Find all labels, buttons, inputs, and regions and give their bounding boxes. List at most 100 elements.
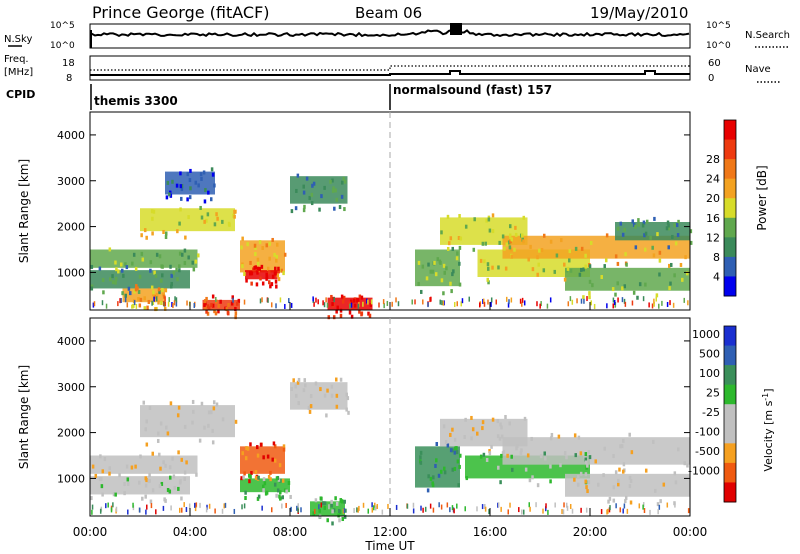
velocity-ground-cell — [571, 508, 574, 514]
power-speckle-cell — [203, 299, 207, 304]
power-speckle-cell — [233, 214, 236, 219]
power-speckle-cell — [649, 235, 652, 240]
power-speckle-cell — [143, 228, 147, 233]
power-speckle-cell — [578, 272, 582, 277]
power-speckle-cell — [194, 259, 198, 264]
power-speckle-cell — [638, 282, 642, 287]
velocity-speckle-cell — [504, 414, 507, 419]
velocity-ground-cell — [343, 508, 346, 514]
velocity-speckle-cell — [281, 495, 284, 500]
velocity-ground-cell — [657, 509, 659, 515]
power-speckle-cell — [161, 287, 164, 292]
freq-tick-bottom: 8 — [66, 73, 72, 84]
power-speckle-cell — [270, 282, 274, 287]
power-speckle-cell — [241, 236, 244, 241]
power-speckle-cell — [479, 258, 483, 263]
power-speckle-cell — [178, 221, 181, 226]
velocity-speckle-cell — [523, 416, 527, 421]
velocity-speckle-cell — [321, 501, 325, 506]
velocity-colorbar-swatch — [724, 482, 736, 503]
power-ground-cell — [549, 297, 552, 303]
power-ground-cell — [350, 302, 353, 308]
power-speckle-cell — [233, 209, 236, 214]
velocity-speckle-cell — [622, 469, 625, 474]
power-speckle-cell — [334, 188, 337, 193]
velocity-speckle-cell — [326, 388, 329, 393]
velocity-ground-cell — [170, 505, 172, 511]
power-speckle-cell — [275, 242, 279, 247]
power-speckle-cell — [170, 284, 173, 289]
velocity-speckle-cell — [628, 475, 632, 480]
velocity-speckle-cell — [262, 455, 265, 460]
velocity-speckle-cell — [156, 438, 160, 443]
x-axis-label: Time UT — [364, 539, 415, 553]
velocity-ground-cell — [606, 509, 608, 515]
nsky-spike — [450, 23, 462, 35]
velocity-ground-cell — [456, 503, 458, 509]
power-speckle-cell — [131, 261, 134, 266]
velocity-ground-cell — [451, 505, 454, 511]
velocity-speckle-cell — [134, 464, 137, 469]
power-speckle-cell — [129, 291, 132, 296]
power-speckle-cell — [203, 219, 206, 224]
velocity-speckle-cell — [515, 446, 518, 451]
velocity-speckle-cell — [463, 435, 466, 440]
velocity-speckle-cell — [674, 480, 678, 485]
power-speckle-cell — [487, 280, 490, 285]
velocity-speckle-cell — [177, 405, 181, 410]
velocity-speckle-cell — [573, 433, 577, 438]
velocity-speckle-cell — [297, 377, 301, 382]
power-speckle-cell — [138, 303, 142, 308]
nsky-trace — [91, 28, 690, 38]
power-speckle-cell — [241, 264, 244, 269]
power-ground-cell — [267, 297, 269, 303]
power-ground-cell — [349, 303, 351, 309]
power-speckle-cell — [152, 209, 156, 214]
velocity-ground-cell — [623, 503, 626, 509]
power-speckle-cell — [655, 293, 659, 298]
velocity-ground-cell — [290, 506, 292, 512]
velocity-speckle-cell — [435, 458, 438, 463]
power-ground-cell — [92, 302, 95, 308]
velocity-ground-cell — [374, 502, 376, 508]
power-speckle-cell — [501, 234, 505, 239]
power-speckle-cell — [171, 179, 174, 184]
velocity-speckle-cell — [481, 420, 485, 425]
velocity-speckle-cell — [442, 424, 446, 429]
power-speckle-cell — [333, 206, 336, 211]
velocity-speckle-cell — [282, 444, 286, 449]
power-speckle-cell — [211, 294, 215, 299]
velocity-speckle-cell — [241, 451, 244, 456]
velocity-speckle-cell — [617, 482, 620, 487]
velocity-ground-cell — [208, 503, 211, 509]
velocity-speckle-cell — [443, 466, 446, 471]
velocity-speckle-cell — [323, 505, 327, 510]
velocity-speckle-cell — [292, 378, 295, 383]
velocity-ground-cell — [179, 507, 181, 513]
power-speckle-cell — [151, 216, 154, 221]
power-speckle-cell — [178, 268, 181, 273]
power-ground-cell — [624, 301, 627, 307]
power-colorbar-tick: 4 — [713, 270, 720, 283]
velocity-speckle-cell — [256, 445, 259, 450]
velocity-speckle-cell — [267, 474, 271, 479]
power-colorbar-swatch — [724, 159, 736, 180]
velocity-band — [90, 476, 190, 495]
velocity-colorbar-tick: 25 — [706, 386, 720, 399]
power-speckle-cell — [200, 215, 204, 220]
power-ground-cell — [279, 297, 282, 303]
velocity-band — [140, 405, 235, 438]
velocity-ground-cell — [358, 505, 360, 511]
velocity-speckle-cell — [335, 393, 339, 398]
power-ytick-label: 2000 — [57, 221, 85, 234]
power-speckle-cell — [522, 215, 526, 220]
velocity-speckle-cell — [200, 401, 204, 406]
velocity-ground-cell — [622, 508, 624, 514]
velocity-speckle-cell — [429, 476, 433, 481]
power-speckle-cell — [452, 269, 455, 274]
power-ground-cell — [623, 298, 626, 304]
power-speckle-cell — [175, 183, 179, 188]
velocity-speckle-cell — [278, 463, 282, 468]
velocity-speckle-cell — [248, 473, 251, 478]
velocity-speckle-cell — [145, 419, 148, 424]
